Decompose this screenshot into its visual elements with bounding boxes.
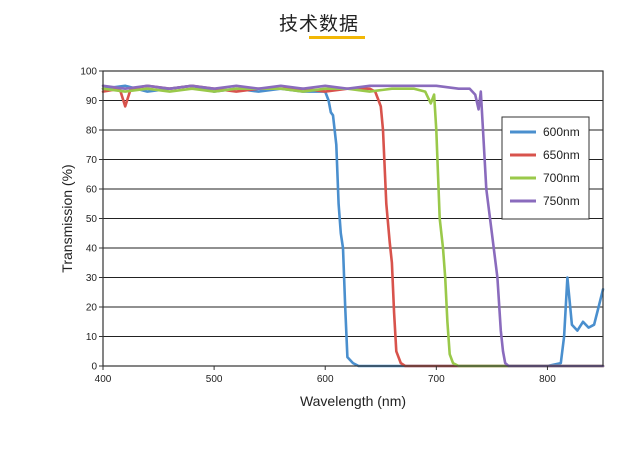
y-tick-label: 30 xyxy=(86,273,98,284)
y-tick-label: 60 xyxy=(86,185,98,196)
legend-label: 700nm xyxy=(543,171,580,185)
y-tick-label: 40 xyxy=(86,244,98,255)
page-title: 技术数据 xyxy=(278,13,359,35)
y-tick-label: 0 xyxy=(91,362,97,373)
axis-ticks: 0 10 20 30 40 50 60 70 80 90 100 400 500 600 700 800 xyxy=(80,67,556,386)
x-tick-label: 800 xyxy=(539,374,556,385)
y-tick-label: 20 xyxy=(86,303,98,314)
y-tick-label: 90 xyxy=(86,96,98,107)
x-axis-label: Wavelength (nm) xyxy=(300,393,406,409)
legend-label: 750nm xyxy=(543,194,580,208)
x-tick-label: 600 xyxy=(317,374,334,385)
y-tick-label: 50 xyxy=(86,214,98,225)
legend: 600nm 650nm 700nm 750nm xyxy=(501,116,590,220)
series-line-700nm xyxy=(101,87,605,368)
x-tick-label: 400 xyxy=(95,374,112,385)
legend-label: 600nm xyxy=(543,125,580,139)
legend-label: 650nm xyxy=(543,148,580,162)
series-line-750nm xyxy=(101,84,605,368)
y-tick-label: 100 xyxy=(80,67,97,78)
x-tick-label: 500 xyxy=(206,374,223,385)
y-tick-label: 70 xyxy=(86,155,98,166)
y-tick-label: 10 xyxy=(86,332,98,343)
x-tick-label: 700 xyxy=(428,374,445,385)
y-axis-label: Transmission (%) xyxy=(59,164,75,272)
y-tick-label: 80 xyxy=(86,126,98,137)
title-underline xyxy=(309,36,365,39)
